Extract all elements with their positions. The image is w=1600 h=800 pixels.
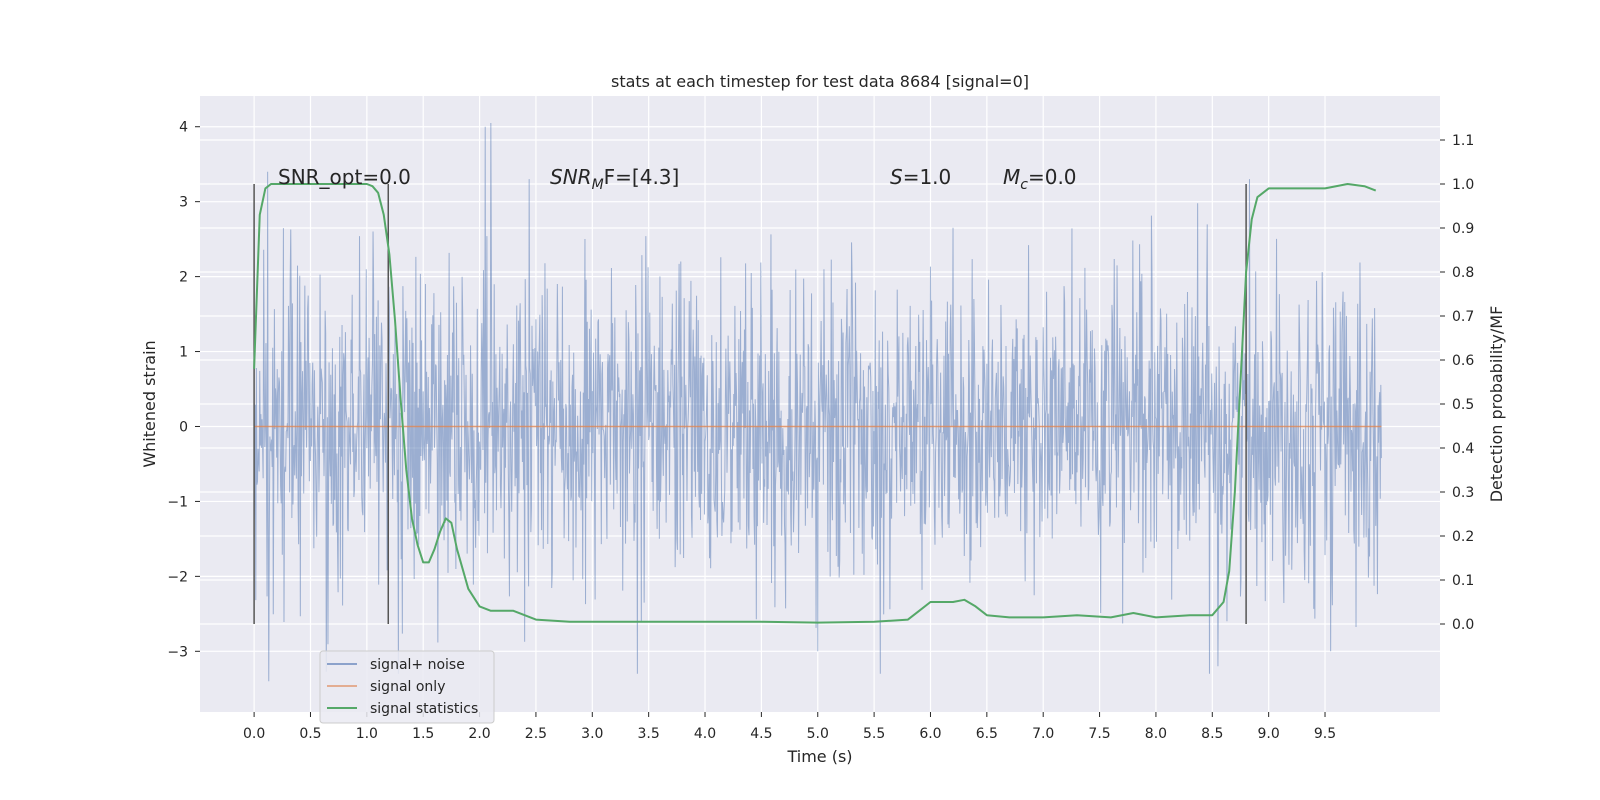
y-axis-ticks: −3 −2 −1 0 1 2 3 4 xyxy=(167,120,200,660)
x-tick-label: 1.0 xyxy=(356,726,378,742)
y-tick-label: 4 xyxy=(179,120,188,136)
x-tick-label: 2.5 xyxy=(525,726,547,742)
annotation-mc-tail: =0.0 xyxy=(1028,165,1077,189)
y2-tick-label: 0.0 xyxy=(1452,617,1474,633)
x-tick-label: 9.5 xyxy=(1314,726,1336,742)
x-tick-label: 0.5 xyxy=(299,726,321,742)
annotation-mc-base: M xyxy=(1003,165,1020,189)
legend-entry-noise: signal+ noise xyxy=(370,657,465,673)
x-tick-label: 8.0 xyxy=(1145,726,1167,742)
y2-tick-label: 0.4 xyxy=(1452,441,1474,457)
annotation-snr-mf-tail: F=[4.3] xyxy=(604,165,680,189)
legend-entry-signal: signal only xyxy=(370,679,445,695)
x-tick-label: 6.0 xyxy=(919,726,941,742)
noise-series xyxy=(253,122,1382,682)
legend-box xyxy=(319,650,495,724)
legend: signal+ noise signal only signal statist… xyxy=(319,650,495,724)
x-axis-label: Time (s) xyxy=(786,747,852,766)
legend-entry-stats: signal statistics xyxy=(370,701,478,717)
y2-axis-ticks: 0.0 0.1 0.2 0.3 0.4 0.5 0.6 0.7 0.8 0.9 1.0 1.1 xyxy=(1440,133,1474,633)
x-tick-label: 5.5 xyxy=(863,726,885,742)
y-axis-label: Whitened strain xyxy=(140,340,159,467)
annotation-s-base: S xyxy=(890,165,903,189)
x-tick-label: 3.5 xyxy=(638,726,660,742)
annotation-snr-opt: SNR_opt=0.0 xyxy=(278,165,411,189)
y-tick-label: 1 xyxy=(179,345,188,361)
x-tick-label: 1.5 xyxy=(412,726,434,742)
x-tick-label: 4.0 xyxy=(694,726,716,742)
y2-tick-label: 1.0 xyxy=(1452,177,1474,193)
y-tick-label: 3 xyxy=(179,195,188,211)
y2-tick-label: 0.2 xyxy=(1452,529,1474,545)
chart-title: stats at each timestep for test data 868… xyxy=(611,72,1029,91)
x-tick-label: 5.0 xyxy=(807,726,829,742)
x-tick-label: 2.0 xyxy=(468,726,490,742)
signal-statistics-line xyxy=(253,183,1377,624)
y-tick-label: 0 xyxy=(179,419,188,435)
annotation-snr-mf-sub: M xyxy=(592,177,604,193)
y2-tick-label: 0.9 xyxy=(1452,221,1474,237)
x-tick-label: 4.5 xyxy=(750,726,772,742)
annotation-s: S=1.0 xyxy=(890,165,951,189)
event-markers xyxy=(253,184,1247,624)
y-tick-label: −2 xyxy=(167,569,188,585)
y2-tick-label: 0.7 xyxy=(1452,309,1474,325)
x-tick-label: 3.0 xyxy=(581,726,603,742)
y-tick-label: −1 xyxy=(167,494,188,510)
y-tick-label: −3 xyxy=(167,644,188,660)
x-tick-label: 0.0 xyxy=(243,726,265,742)
x-tick-label: 9.0 xyxy=(1258,726,1280,742)
y2-tick-label: 0.1 xyxy=(1452,573,1474,589)
annotation-snr-mf-base: SNR xyxy=(550,165,592,189)
x-axis-ticks: 0.0 0.5 1.0 1.5 2.0 2.5 3.0 3.5 4.0 4.5 5.0 5.5 6.0 6… xyxy=(243,712,1336,742)
x-tick-label: 6.5 xyxy=(976,726,998,742)
y2-tick-label: 0.3 xyxy=(1452,485,1474,501)
x-tick-label: 7.0 xyxy=(1032,726,1054,742)
annotation-mc: Mc=0.0 xyxy=(1003,165,1077,193)
y2-tick-label: 0.6 xyxy=(1452,353,1474,369)
y-tick-label: 2 xyxy=(179,270,188,286)
x-tick-label: 8.5 xyxy=(1201,726,1223,742)
annotation-mc-sub: c xyxy=(1020,177,1028,193)
y2-tick-label: 0.5 xyxy=(1452,397,1474,413)
y2-tick-label: 0.8 xyxy=(1452,265,1474,281)
annotation-snr-mf: SNRMF=[4.3] xyxy=(550,165,679,193)
annotation-s-tail: =1.0 xyxy=(903,165,952,189)
signal-statistics-series xyxy=(253,183,1377,624)
y2-tick-label: 1.1 xyxy=(1452,133,1474,149)
y2-axis-label: Detection probability/MF xyxy=(1487,306,1506,503)
signal-noise-line xyxy=(253,122,1382,682)
x-tick-label: 7.5 xyxy=(1088,726,1110,742)
